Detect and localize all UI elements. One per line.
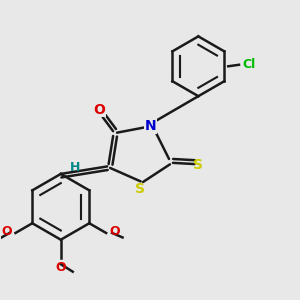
Text: O: O — [56, 261, 66, 274]
Text: O: O — [94, 103, 106, 117]
Text: S: S — [193, 158, 203, 172]
Text: S: S — [135, 182, 145, 197]
Text: Cl: Cl — [243, 58, 256, 71]
Text: N: N — [145, 119, 156, 133]
Text: O: O — [109, 225, 120, 238]
Text: H: H — [70, 161, 80, 174]
Text: O: O — [2, 225, 13, 238]
